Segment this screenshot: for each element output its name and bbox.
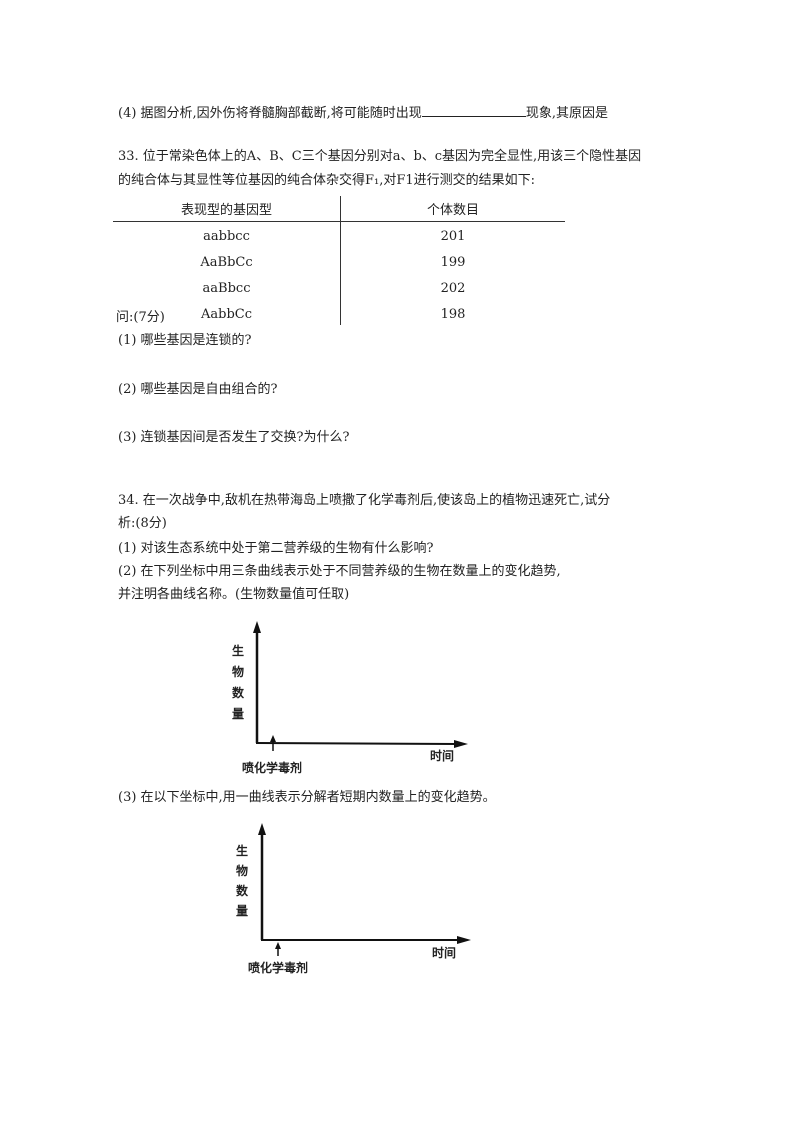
y-label-char: 生 bbox=[236, 843, 248, 858]
spray-marker-arrow-icon bbox=[275, 942, 281, 949]
y-axis-arrow-icon bbox=[258, 823, 266, 835]
y-label-char: 量 bbox=[232, 707, 244, 721]
y-axis-arrow-icon bbox=[253, 621, 261, 633]
table-column-divider bbox=[340, 196, 341, 325]
q34-sub1: (1) 对该生态系统中处于第二营养级的生物有什么影响? bbox=[118, 541, 434, 556]
q34-sub2a: (2) 在下列坐标中用三条曲线表示处于不同营养级的生物在数量上的变化趋势, bbox=[118, 564, 561, 579]
answer-blank[interactable] bbox=[421, 104, 526, 117]
table-cell: 201 bbox=[440, 229, 466, 244]
q33-sub3: (3) 连锁基因间是否发生了交换?为什么? bbox=[118, 430, 350, 445]
spray-marker-arrow-icon bbox=[270, 735, 276, 742]
q33-ask: 问:(7分) bbox=[116, 310, 165, 325]
q34-line2: 析:(8分) bbox=[118, 516, 167, 531]
table-cell: 199 bbox=[440, 255, 466, 270]
q33-line2: 的纯合体与其显性等位基因的纯合体杂交得F₁,对F1进行测交的结果如下: bbox=[118, 173, 536, 188]
q32-4-after: 现象,其原因是 bbox=[525, 106, 608, 121]
y-label-char: 物 bbox=[236, 863, 248, 878]
table-cell: aabbcc bbox=[203, 229, 250, 244]
q33-sub1: (1) 哪些基因是连锁的? bbox=[118, 333, 252, 348]
x-label: 时间 bbox=[432, 945, 456, 960]
table-cell: aaBbcc bbox=[202, 281, 251, 296]
y-label-char: 数 bbox=[232, 685, 245, 700]
x-axis-arrow-icon bbox=[457, 936, 471, 944]
spray-label: 喷化学毒剂 bbox=[242, 760, 302, 775]
q33-line1: 33. 位于常染色体上的A、B、C三个基因分别对a、b、c基因为完全显性,用该三… bbox=[118, 149, 642, 164]
q34-sub2b: 并注明各曲线名称。(生物数量值可任取) bbox=[118, 587, 350, 602]
spray-label: 喷化学毒剂 bbox=[248, 960, 308, 975]
y-label-char: 量 bbox=[236, 904, 248, 918]
q33-sub2: (2) 哪些基因是自由组合的? bbox=[118, 382, 278, 397]
table-header-genotype: 表现型的基因型 bbox=[180, 203, 272, 218]
table-header-rule bbox=[113, 221, 565, 222]
y-label-char: 生 bbox=[232, 643, 244, 658]
y-label-char: 物 bbox=[232, 664, 244, 679]
blank-axes-chart-2[interactable]: 生 物 数 量 时间 喷化学毒剂 bbox=[225, 815, 485, 980]
table-cell: 198 bbox=[440, 307, 466, 322]
table-cell: AabbCc bbox=[200, 307, 252, 322]
q32-4-before: (4) 据图分析,因外伤将脊髓胸部截断,将可能随时出现 bbox=[118, 106, 422, 121]
q34-line1: 34. 在一次战争中,敌机在热带海岛上喷撒了化学毒剂后,使该岛上的植物迅速死亡,… bbox=[118, 493, 611, 508]
q34-sub3: (3) 在以下坐标中,用一曲线表示分解者短期内数量上的变化趋势。 bbox=[118, 790, 496, 805]
x-axis bbox=[255, 742, 459, 745]
table-cell: AaBbCc bbox=[200, 255, 253, 270]
x-label: 时间 bbox=[430, 748, 454, 763]
q32-4-text: (4) 据图分析,因外伤将脊髓胸部截断,将可能随时出现 现象,其原因是 bbox=[118, 104, 608, 122]
y-label-char: 数 bbox=[236, 883, 249, 898]
table-header-count: 个体数目 bbox=[426, 203, 479, 218]
x-axis-arrow-icon bbox=[454, 740, 468, 748]
table-cell: 202 bbox=[440, 281, 466, 296]
blank-axes-chart-1[interactable]: 生 物 数 量 时间 喷化学毒剂 bbox=[220, 615, 480, 780]
